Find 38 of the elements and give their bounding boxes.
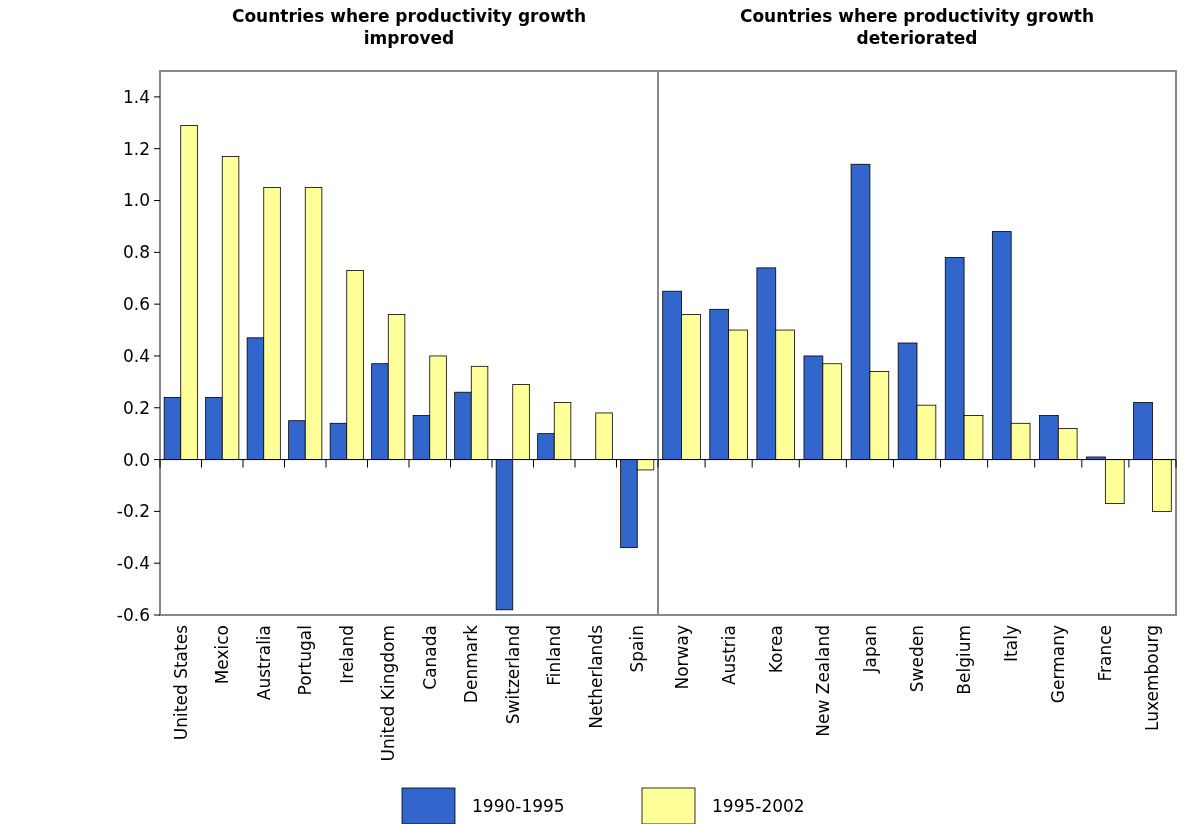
x-tick-label: Australia: [253, 625, 274, 701]
x-tick-label: Korea: [765, 625, 786, 674]
chart-title: Countries where productivity growth deteriorated: [739, 6, 1095, 48]
x-tick-label: Austria: [718, 625, 739, 686]
y-tick-label: 0.6: [122, 294, 150, 315]
x-tick-label: Luxembourg: [1142, 625, 1163, 731]
legend-label: 1990-1995: [472, 795, 565, 816]
x-tick-label: Finland: [544, 625, 565, 686]
y-tick-label: -0.2: [116, 501, 150, 522]
x-tick-label: Norway: [671, 625, 692, 690]
x-tick-label: Spain: [627, 625, 648, 673]
x-tick-label: New Zealand: [812, 625, 833, 737]
x-tick-label: Sweden: [907, 625, 927, 693]
y-tick-label: -0.6: [116, 604, 150, 625]
x-tick-label: Netherlands: [585, 624, 606, 729]
x-tick-label: France: [1095, 625, 1116, 682]
y-tick-label: 0.0: [122, 449, 150, 470]
x-tick-label: Portugal: [295, 625, 316, 696]
y-tick-label: 0.2: [122, 397, 150, 418]
x-tick-label: Mexico: [212, 625, 233, 685]
x-tick-label: Canada: [419, 625, 440, 690]
legend-label: 1995-2002: [712, 795, 805, 816]
x-tick-label: United Kingdom: [378, 625, 399, 762]
x-tick-label: Denmark: [461, 624, 482, 704]
x-tick-label: Belgium: [954, 625, 975, 695]
x-tick-label: Italy: [1001, 625, 1022, 662]
y-tick-label: 1.0: [122, 190, 150, 211]
x-tick-label: Switzerland: [502, 625, 523, 725]
y-tick-label: 0.8: [122, 242, 150, 263]
y-tick-label: 1.4: [122, 86, 150, 107]
y-tick-label: 0.4: [122, 345, 150, 366]
x-tick-label: Ireland: [336, 625, 357, 684]
x-tick-label: United States: [170, 624, 191, 741]
y-tick-label: -0.4: [116, 553, 150, 574]
x-tick-label: Japan: [859, 625, 880, 674]
x-tick-label: Germany: [1048, 625, 1069, 704]
chart-title: Countries where productivity growth improved: [231, 6, 587, 48]
y-tick-label: 1.2: [122, 138, 150, 159]
